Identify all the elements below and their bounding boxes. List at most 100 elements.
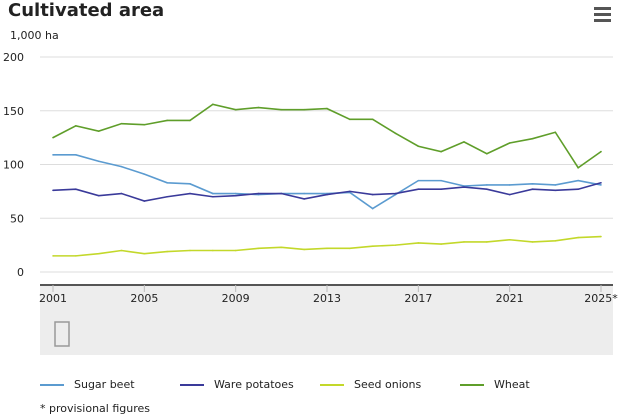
data-point — [166, 195, 168, 198]
data-point — [394, 132, 397, 135]
y-axis-unit: 1,000 ha — [10, 29, 59, 42]
data-point — [326, 247, 328, 250]
data-point — [97, 252, 100, 255]
x-tick-label: 2001 — [39, 292, 67, 305]
data-point — [75, 255, 77, 257]
x-tick-label: 2025* — [584, 292, 618, 305]
data-point — [417, 179, 420, 182]
legend-label: Sugar beet — [74, 378, 135, 391]
x-tick-label: 2021 — [496, 292, 524, 305]
hamburger-menu-icon[interactable] — [594, 7, 611, 25]
footnote: * provisional figures — [40, 402, 150, 415]
data-point — [189, 249, 191, 252]
data-point — [212, 103, 214, 106]
data-point — [234, 249, 237, 252]
y-tick-label: 150 — [3, 105, 24, 118]
legend-item[interactable]: Wheat — [460, 378, 600, 391]
data-point — [257, 192, 260, 195]
data-point — [212, 249, 214, 252]
data-point — [303, 248, 305, 251]
legend-item[interactable]: Sugar beet — [40, 378, 180, 391]
data-point — [508, 193, 511, 196]
data-point — [554, 184, 557, 186]
data-point — [234, 192, 237, 195]
data-point — [52, 255, 54, 257]
data-point — [440, 179, 442, 182]
data-point — [52, 136, 54, 139]
data-point — [394, 192, 397, 195]
legend-swatch — [180, 383, 204, 386]
legend-swatch — [40, 383, 64, 386]
legend-label: Ware potatoes — [214, 378, 294, 391]
data-point — [371, 193, 374, 196]
data-point — [531, 241, 534, 243]
data-point — [440, 243, 442, 245]
legend-item[interactable]: Seed onions — [320, 378, 460, 391]
data-point — [166, 119, 168, 122]
data-point — [531, 137, 534, 140]
data-point — [143, 173, 146, 175]
data-point — [508, 142, 511, 144]
x-tick-label: 2009 — [222, 292, 250, 305]
legend-item[interactable]: Ware potatoes — [180, 378, 320, 391]
data-point — [417, 188, 420, 191]
data-point — [486, 152, 488, 155]
data-point — [234, 108, 237, 111]
data-point — [417, 145, 420, 148]
data-point — [326, 107, 328, 110]
data-point — [577, 188, 579, 191]
data-point — [303, 192, 305, 195]
data-point — [189, 119, 191, 122]
data-point — [440, 188, 442, 191]
data-point — [257, 106, 260, 109]
data-point — [600, 235, 602, 238]
data-point — [52, 154, 54, 156]
data-point — [554, 131, 557, 134]
legend-swatch — [460, 383, 484, 386]
data-point — [257, 247, 260, 250]
cbs-logo — [54, 321, 70, 347]
data-point — [166, 250, 168, 253]
data-point — [75, 154, 77, 156]
data-point — [349, 118, 351, 121]
legend-swatch — [320, 383, 344, 386]
data-point — [280, 192, 283, 195]
data-point — [120, 165, 123, 168]
x-tick-label: 2017 — [404, 292, 432, 305]
data-point — [508, 238, 511, 241]
data-point — [486, 188, 488, 191]
series-line-wheat — [52, 103, 602, 169]
data-point — [600, 181, 602, 184]
data-point — [189, 192, 191, 195]
data-point — [212, 195, 214, 198]
data-point — [486, 184, 488, 186]
data-point — [97, 194, 100, 197]
data-point — [326, 193, 328, 196]
data-point — [577, 166, 579, 169]
data-point — [120, 249, 123, 252]
axis-band — [40, 285, 613, 355]
data-point — [97, 160, 100, 163]
data-point — [554, 189, 557, 192]
y-tick-label: 50 — [10, 212, 24, 225]
legend-label: Seed onions — [354, 378, 422, 391]
data-point — [189, 183, 191, 185]
data-point — [463, 241, 465, 243]
data-point — [577, 236, 579, 239]
data-point — [600, 184, 602, 186]
data-point — [97, 130, 100, 132]
line-chart: 0 50 100 150 200 2001 2005 2009 2013 2017 2021 2025… — [3, 51, 618, 355]
x-tick-label: 2005 — [130, 292, 158, 305]
data-point — [75, 125, 77, 127]
data-point — [371, 245, 374, 247]
data-point — [554, 240, 557, 242]
data-point — [349, 247, 351, 250]
data-point — [486, 241, 488, 243]
data-point — [212, 192, 214, 195]
data-point — [600, 150, 602, 153]
y-tick-label: 200 — [3, 51, 24, 64]
data-point — [120, 122, 123, 125]
data-point — [463, 141, 465, 143]
data-point — [531, 183, 534, 185]
data-point — [417, 242, 420, 244]
